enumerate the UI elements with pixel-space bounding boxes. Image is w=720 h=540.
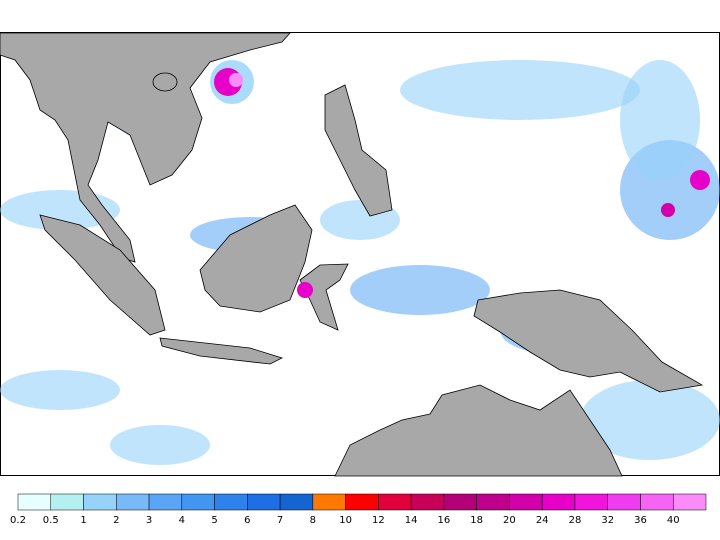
colorbar-box bbox=[541, 493, 576, 511]
colorbar-box bbox=[279, 493, 314, 511]
map bbox=[0, 32, 720, 477]
colorbar-label: 0.5 bbox=[43, 515, 59, 526]
colorbar-box bbox=[410, 493, 445, 511]
colorbar-label: 40 bbox=[667, 515, 680, 526]
colorbar-label: 2 bbox=[113, 515, 119, 526]
colorbar-box bbox=[247, 493, 281, 511]
colorbar-label: 16 bbox=[438, 515, 451, 526]
colorbar: 0.2 0.5 1 2 3 4 5 6 7 8 10 12 14 16 18 20 24 28 32 36 40 bbox=[10, 493, 707, 526]
colorbar-box bbox=[181, 493, 215, 511]
colorbar-box bbox=[607, 493, 641, 511]
colorbar-label: 6 bbox=[244, 515, 250, 526]
colorbar-box bbox=[83, 493, 117, 511]
colorbar-label: 18 bbox=[470, 515, 483, 526]
colorbar-label: 10 bbox=[339, 515, 352, 526]
colorbar-label: 28 bbox=[569, 515, 582, 526]
colorbar-label: 8 bbox=[310, 515, 316, 526]
colorbar-box bbox=[345, 493, 379, 511]
colorbar-box bbox=[476, 493, 510, 511]
colorbar-label: 36 bbox=[634, 515, 647, 526]
colorbar-box bbox=[116, 493, 150, 511]
colorbar-label: 20 bbox=[503, 515, 516, 526]
colorbar-label: 32 bbox=[601, 515, 614, 526]
colorbar-label: 4 bbox=[179, 515, 185, 526]
colorbar-label: 24 bbox=[536, 515, 549, 526]
land bbox=[0, 32, 704, 477]
colorbar-box bbox=[672, 493, 707, 511]
colorbar-label: 0.2 bbox=[10, 515, 26, 526]
colorbar-label: 14 bbox=[405, 515, 418, 526]
colorbar-box bbox=[640, 493, 674, 511]
colorbar-label: 7 bbox=[277, 515, 283, 526]
colorbar-box bbox=[574, 493, 608, 511]
colorbar-label: 12 bbox=[372, 515, 385, 526]
colorbar-box bbox=[214, 493, 248, 511]
colorbar-box bbox=[443, 493, 477, 511]
colorbar-box bbox=[312, 493, 346, 511]
colorbar-box bbox=[50, 493, 84, 511]
colorbar-label: 1 bbox=[80, 515, 86, 526]
colorbar-box bbox=[148, 493, 183, 511]
colorbar-box bbox=[509, 493, 543, 511]
colorbar-label: 3 bbox=[146, 515, 152, 526]
colorbar-box bbox=[378, 493, 412, 511]
colorbar-box bbox=[17, 493, 52, 511]
colorbar-label: 5 bbox=[211, 515, 217, 526]
typhoon bbox=[210, 60, 710, 298]
